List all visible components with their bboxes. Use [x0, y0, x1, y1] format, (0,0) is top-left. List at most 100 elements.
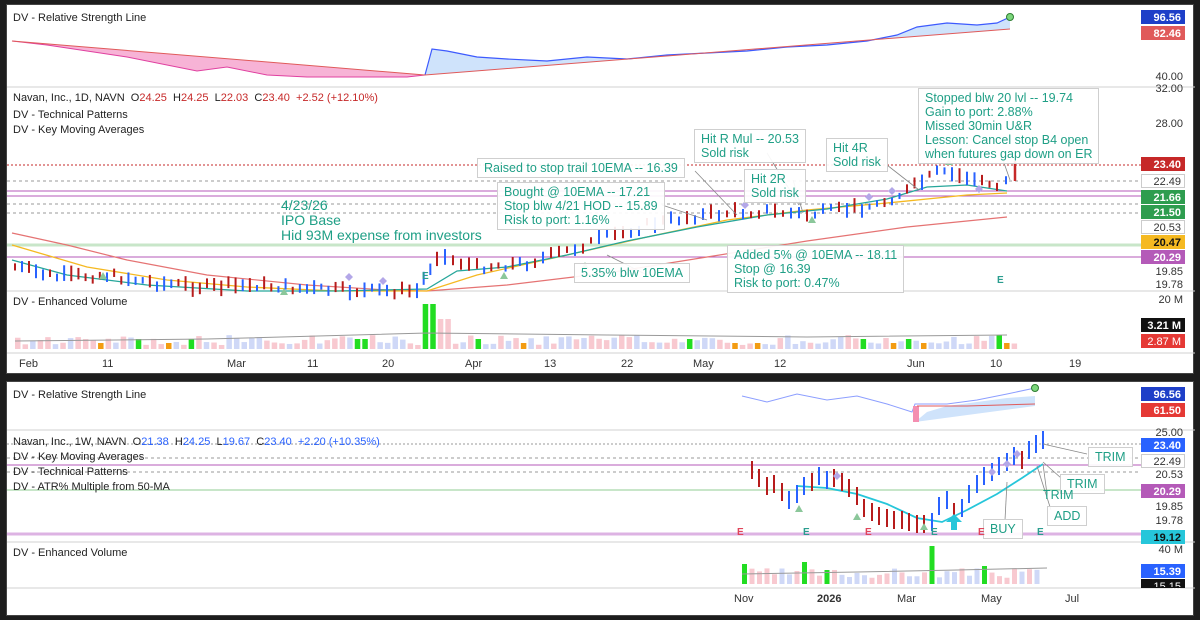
annotation-ipo-base: 4/23/26 IPO Base Hid 93M expense from in… [281, 197, 482, 243]
rs-tag-red: 61.50 [1141, 403, 1185, 417]
volume-bar [800, 341, 806, 349]
earnings-marker[interactable]: E [422, 271, 429, 282]
volume-bar [588, 335, 595, 349]
volume-bar [717, 339, 723, 349]
volume-bar [301, 339, 308, 349]
volume-bar [877, 574, 882, 584]
ma50-line [11, 192, 1008, 292]
volume-bar [384, 342, 391, 349]
earnings-marker[interactable]: E [978, 527, 985, 538]
volume-bar [914, 576, 920, 584]
volume-bar [792, 343, 799, 349]
volume-bar [15, 337, 21, 349]
volume-bar [832, 569, 837, 584]
weekly-chart-canvas[interactable] [7, 382, 1195, 617]
volume-bar [75, 337, 81, 349]
volume-bar [996, 335, 1002, 349]
daily-chart-panel[interactable]: DV - Relative Strength Line 96.56 82.46 … [6, 4, 1195, 374]
volume-bar [981, 340, 987, 349]
earnings-marker[interactable]: E [865, 527, 872, 538]
volume-bar [922, 572, 927, 584]
volume-bar [754, 343, 761, 349]
pattern-triangle [99, 272, 107, 279]
price-axis-28: 28.00 [1155, 118, 1183, 130]
indicator-technical-patterns[interactable]: DV - Technical Patterns [13, 109, 128, 121]
weekly-chart-panel[interactable]: DV - Relative Strength Line 96.56 61.50 … [6, 381, 1195, 617]
volume-bar [203, 342, 210, 349]
volume-bar [256, 337, 263, 349]
volume-bar [490, 343, 497, 349]
rs-baseline [11, 28, 1011, 76]
volume-bar [1034, 569, 1040, 584]
earnings-marker[interactable]: E [997, 275, 1004, 286]
volume-bar [271, 342, 278, 349]
volume-bar [437, 319, 444, 349]
close-value: 23.40 [264, 436, 292, 448]
pattern-diamond [379, 277, 387, 285]
month-label: Nov [734, 593, 754, 605]
volume-bar [513, 338, 519, 349]
rs-line-title: DV - Relative Strength Line [13, 12, 147, 24]
high-value: 24.25 [182, 436, 211, 448]
volume-bar [233, 337, 240, 349]
volume-bar [815, 343, 821, 349]
rs-tag-blue: 96.56 [1141, 387, 1185, 401]
indicator-key-moving-averages[interactable]: DV - Key Moving Averages [13, 124, 145, 136]
volume-bar [211, 342, 217, 349]
volume-bar [392, 336, 398, 349]
price-axis-1978: 19.78 [1155, 515, 1183, 527]
volume-bar [158, 344, 164, 349]
volume-bar [671, 338, 678, 349]
volume-bar [1011, 343, 1018, 349]
volume-tag-current: 3.21 M [1141, 318, 1185, 332]
volume-title: DV - Enhanced Volume [13, 296, 128, 308]
earnings-marker[interactable]: E [1037, 527, 1044, 538]
price-tag-ema21: 21.50 [1141, 205, 1185, 219]
volume-bar [573, 339, 580, 349]
volume-bar [400, 339, 406, 349]
volume-bar [558, 337, 565, 349]
volume-bar [892, 568, 897, 584]
annotation-pointer [661, 204, 708, 221]
indicator-technical-patterns[interactable]: DV - Technical Patterns [13, 466, 128, 478]
indicator-atr-multiple[interactable]: DV - ATR% Multiple from 50-MA [13, 481, 170, 493]
volume-bar [709, 338, 716, 349]
month-label: May [693, 358, 714, 370]
volume-bar [611, 337, 617, 349]
low-value: 22.03 [220, 92, 249, 104]
earnings-marker[interactable]: E [931, 527, 938, 538]
volume-bar [339, 336, 346, 349]
volume-bar [937, 577, 942, 584]
volume-bar [113, 342, 119, 349]
volume-bar [249, 337, 255, 349]
rs-area-positive [425, 17, 1010, 75]
volume-bar [1012, 568, 1017, 584]
month-label: 11 [307, 358, 319, 370]
volume-bar [30, 340, 36, 349]
pattern-diamond [345, 273, 353, 281]
price-axis-1985: 19.85 [1155, 501, 1183, 513]
volume-bar [468, 335, 474, 349]
earnings-marker[interactable]: E [737, 527, 744, 538]
month-label: 10 [990, 358, 1003, 370]
month-label: Feb [19, 358, 38, 370]
volume-bar [309, 335, 315, 349]
volume-bar [279, 343, 285, 349]
pattern-triangle [853, 513, 861, 520]
volume-bar [45, 337, 51, 349]
symbol-name: Navan, Inc., 1D, NAVN [13, 92, 125, 104]
indicator-key-moving-averages[interactable]: DV - Key Moving Averages [13, 451, 145, 463]
price-axis-25: 25.00 [1155, 427, 1183, 439]
volume-bar [837, 336, 844, 349]
volume-bar [664, 342, 670, 349]
change-value: +2.20 (+10.35%) [297, 436, 380, 448]
annotation-pointer [1042, 461, 1062, 479]
volume-bar [218, 344, 225, 349]
earnings-marker[interactable]: E [803, 527, 810, 538]
month-label: 22 [621, 358, 634, 370]
volume-bar [757, 571, 762, 584]
price-tag-ma50: 20.47 [1141, 235, 1185, 249]
volume-bar [958, 344, 965, 349]
volume-bar [777, 338, 784, 349]
volume-bar [641, 342, 648, 349]
